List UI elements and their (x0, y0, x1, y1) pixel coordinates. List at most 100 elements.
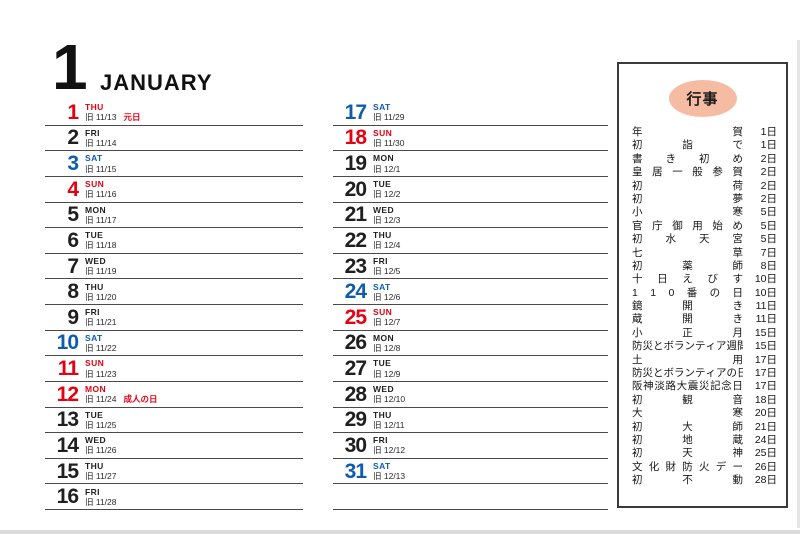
old-calendar-date: 旧 11/18 (85, 240, 117, 251)
event-name-char: 不 (682, 474, 693, 487)
event-name-char: 御 (672, 219, 683, 232)
event-day: 1日 (760, 139, 777, 152)
event-day: 5日 (760, 233, 777, 246)
event-name-char: ボ (663, 367, 675, 380)
event-name: 鏡開き (632, 300, 743, 313)
old-calendar-date: 旧 11/29 (373, 112, 405, 123)
event-name-char: 日 (732, 286, 743, 299)
event-name-char: 間 (737, 340, 743, 353)
weekday-label: MON (85, 384, 107, 394)
event-day: 8日 (760, 259, 777, 272)
weekday-label: TUE (373, 179, 392, 189)
events-panel: 行事 年賀 1日初詣で 1日書き初め 2日皇居一般参賀 2日初荷 2日初夢 2日小寒 5日官庁… (617, 62, 788, 508)
event-day: 7日 (760, 246, 777, 259)
event-name: 文化財防火デー (632, 461, 743, 474)
event-day: 17日 (754, 353, 777, 366)
event-day: 24日 (754, 433, 777, 446)
event-name: 初詣で (632, 139, 743, 152)
event-name-char: 用 (732, 353, 744, 366)
calendar-column-left: 1 THU 旧 11/13 元日 2 FRI 旧 11/14 3 SAT 旧 11/15 4 SUN 旧… (45, 100, 303, 510)
old-calendar-date: 旧 12/13 (373, 471, 406, 482)
event-name-char: ラ (674, 340, 685, 353)
day-info: MON 旧 11/24 成人の日 (85, 384, 158, 404)
event-name-char: 音 (732, 393, 744, 406)
day-info: THU 旧 11/20 (85, 282, 117, 302)
event-name-char: め (732, 219, 743, 232)
calendar-day-row: 11 SUN 旧 11/23 (45, 356, 303, 382)
event-name-char: 神 (732, 447, 744, 460)
old-date-line: 旧 11/20 (85, 292, 117, 302)
day-info: TUE 旧 11/18 (85, 230, 117, 250)
event-day: 26日 (754, 460, 777, 473)
old-date-line: 旧 12/11 (373, 420, 405, 430)
event-name-char: テ (695, 340, 706, 353)
event-name-char: 鏡 (632, 300, 643, 313)
event-name-char: 官 (632, 219, 643, 232)
event-name-char: す (732, 273, 744, 286)
event-name-char: ィ (705, 340, 717, 353)
event-name-char: 動 (732, 474, 744, 487)
event-name-char: 庁 (652, 219, 663, 232)
holiday-label: 成人の日 (123, 394, 158, 405)
event-name: 初天神 (632, 447, 743, 460)
old-date-line: 旧 11/14 (85, 138, 117, 148)
event-row: 年賀 1日 (632, 126, 777, 139)
day-number: 19 (344, 152, 367, 176)
day-number: 10 (56, 331, 79, 355)
old-date-line: 旧 11/16 (85, 189, 117, 199)
event-name-char: 地 (682, 433, 693, 446)
event-name-char: 般 (692, 166, 703, 179)
event-row: 官庁御用始め 5日 (632, 220, 777, 233)
event-name-char: 薬 (682, 259, 693, 272)
calendar-day-row: 16 FRI 旧 11/28 (45, 484, 303, 510)
event-name-char: き (732, 313, 744, 326)
calendar-day-row: 5 MON 旧 11/17 (45, 203, 303, 229)
event-day: 11日 (755, 300, 777, 313)
day-info: SAT 旧 11/15 (85, 153, 117, 173)
day-number: 11 (57, 357, 79, 381)
event-day: 17日 (754, 380, 777, 393)
event-row: 初 地 蔵 24日 (632, 434, 777, 447)
calendar-day-row: 6 TUE 旧 11/18 (45, 228, 303, 254)
event-name: 初夢 (632, 193, 743, 206)
event-name-char: 七 (632, 246, 643, 259)
old-calendar-date: 旧 12/5 (373, 266, 401, 277)
event-row: 防災とボランティア週間 15日 (632, 340, 777, 353)
old-date-line: 旧 11/13 元日 (85, 112, 141, 122)
event-name-char: 小 (632, 206, 643, 219)
event-day: 10日 (754, 286, 777, 299)
day-number: 4 (67, 177, 79, 201)
event-name: 七草 (632, 247, 743, 260)
calendar-day-row: 18 SUN 旧 11/30 (333, 126, 608, 152)
old-calendar-date: 旧 11/17 (85, 214, 117, 225)
event-name-char: 書 (632, 152, 643, 165)
event-name: 初荷 (632, 180, 743, 193)
day-info: WED 旧 12/3 (373, 205, 400, 225)
events-title-badge: 行事 (668, 80, 737, 117)
day-number: 23 (344, 254, 367, 278)
weekday-label: SUN (373, 127, 393, 138)
event-name-char: 初 (632, 447, 643, 460)
event-name-char: 防 (682, 460, 693, 473)
old-date-line: 旧 11/15 (85, 164, 117, 174)
old-calendar-date: 旧 11/30 (373, 137, 405, 148)
calendar-day-row: 22 THU 旧 12/4 (333, 228, 608, 254)
old-date-line: 旧 12/5 (373, 266, 400, 276)
event-day: 2日 (760, 179, 777, 192)
event-name-char: の (726, 367, 738, 380)
event-name-char: 賀 (732, 126, 744, 138)
event-day: 2日 (760, 166, 777, 179)
old-date-line: 旧 12/8 (373, 343, 400, 353)
event-day: 18日 (754, 393, 777, 406)
event-name: 初大師 (632, 421, 743, 434)
day-number: 21 (344, 203, 367, 227)
event-name-char: 日 (732, 380, 743, 393)
weekday-label: SAT (373, 102, 391, 113)
old-calendar-date: 旧 11/22 (85, 342, 117, 353)
day-number: 8 (67, 280, 79, 304)
calendar-day-row: 21 WED 旧 12/3 (333, 203, 608, 229)
calendar-day-row: 31 SAT 旧 12/13 (333, 459, 608, 485)
event-day: 2日 (760, 152, 777, 165)
event-name-char: 用 (692, 219, 703, 232)
